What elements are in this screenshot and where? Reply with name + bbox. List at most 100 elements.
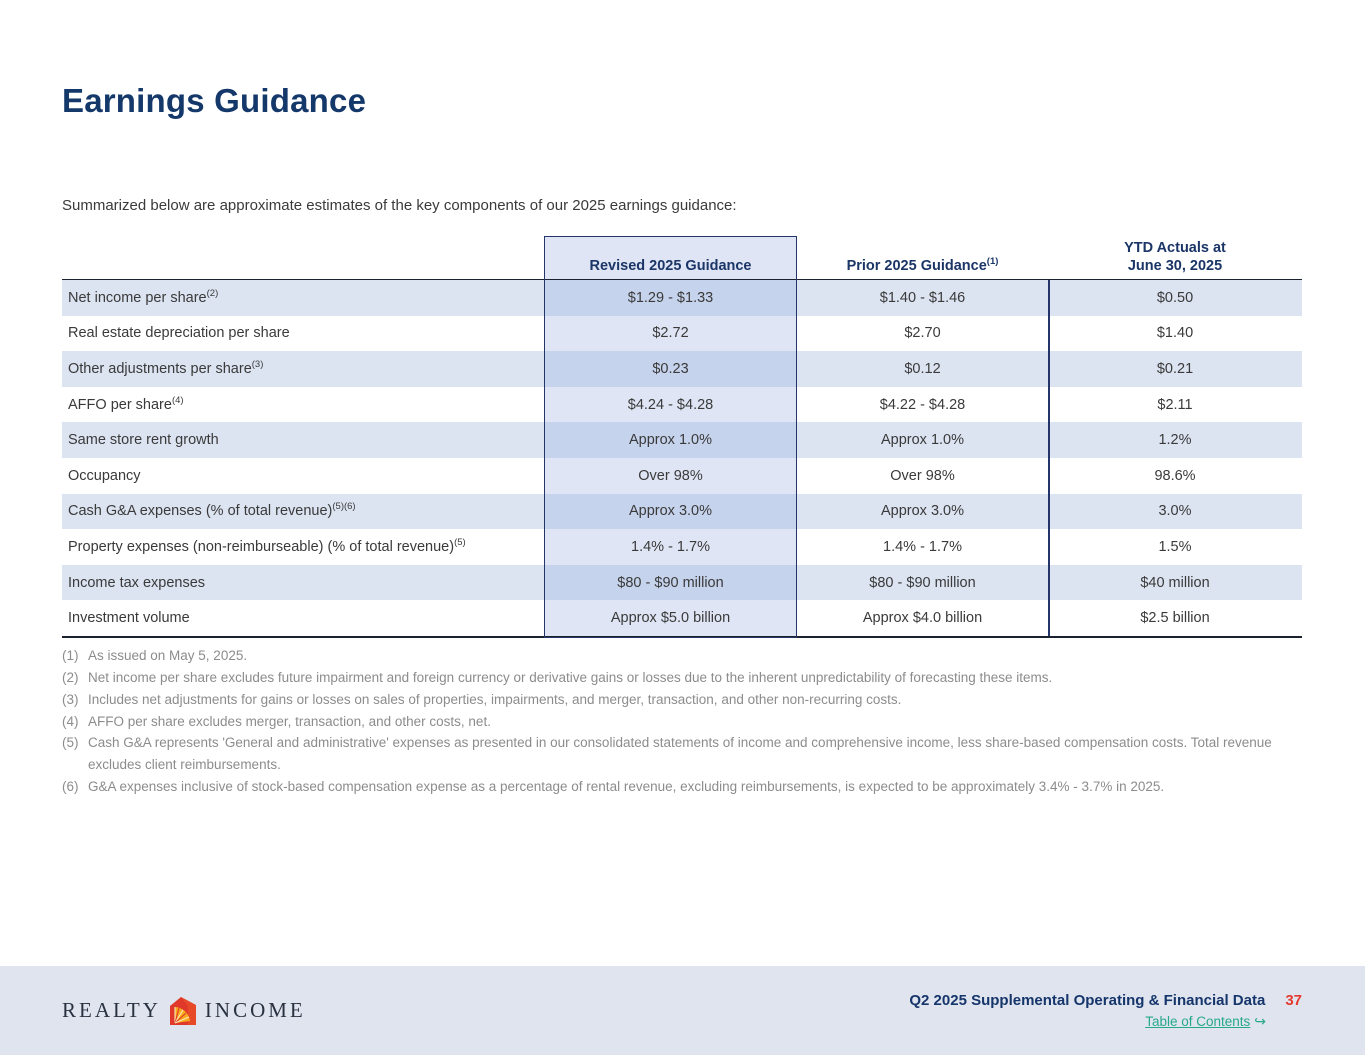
house-icon	[168, 995, 198, 1027]
footnote-item: (6) G&A expenses inclusive of stock-base…	[62, 776, 1302, 798]
row-label: AFFO per share(4)	[68, 394, 184, 413]
ytd-value-cell: 1.5%	[1048, 529, 1302, 565]
footnote-text: As issued on May 5, 2025.	[88, 648, 248, 663]
prior-value-cell: Approx $4.0 billion	[797, 600, 1048, 636]
row-label-cell: Investment volume	[62, 600, 544, 636]
header-ytd-actuals: YTD Actuals at June 30, 2025	[1048, 236, 1302, 280]
footnote-text: AFFO per share excludes merger, transact…	[88, 713, 491, 729]
footnote-text: Cash G&A represents 'General and adminis…	[88, 735, 1272, 773]
footnote-item: (5) Cash G&A represents 'General and adm…	[62, 732, 1302, 776]
footnote-number: (2)	[62, 669, 79, 685]
prior-value-cell: $2.70	[797, 315, 1048, 352]
prior-value-cell: Approx 3.0%	[797, 493, 1048, 530]
row-footnote-ref: (5)(6)	[332, 501, 356, 513]
ytd-value-cell: $2.11	[1048, 386, 1302, 423]
row-label: Property expenses (non-reimburseable) (%…	[68, 537, 466, 555]
revised-value-cell: $4.24 - $4.28	[544, 386, 797, 423]
table-header-row: Revised 2025 Guidance Prior 2025 Guidanc…	[62, 236, 1302, 280]
revised-value-cell: 1.4% - 1.7%	[544, 529, 797, 565]
row-label: Same store rent growth	[68, 432, 219, 449]
footnote-text: Net income per share excludes future imp…	[88, 669, 1053, 685]
row-label-cell: Net income per share(2)	[62, 280, 544, 316]
footnote-number: (6)	[62, 779, 79, 795]
ytd-value-cell: $0.21	[1048, 351, 1302, 387]
guidance-table: Revised 2025 Guidance Prior 2025 Guidanc…	[62, 236, 1302, 638]
prior-value-cell: 1.4% - 1.7%	[797, 529, 1048, 565]
row-label: Other adjustments per share(3)	[68, 359, 264, 377]
table-row: Real estate depreciation per share $2.72…	[62, 315, 1302, 352]
intro-text: Summarized below are approximate estimat…	[62, 197, 737, 214]
header-revised-guidance: Revised 2025 Guidance	[544, 236, 797, 280]
row-label-cell: Cash G&A expenses (% of total revenue)(5…	[62, 493, 544, 530]
footnote-number: (5)	[62, 735, 79, 751]
revised-value-cell: Approx 1.0%	[544, 422, 797, 458]
prior-value-cell: Approx 1.0%	[797, 422, 1048, 458]
revised-value-cell: $2.72	[544, 315, 797, 352]
revised-value-cell: Over 98%	[544, 457, 797, 494]
revised-value-cell: $80 - $90 million	[544, 564, 797, 601]
revised-value-cell: Approx 3.0%	[544, 493, 797, 530]
footnote-item: (2) Net income per share excludes future…	[62, 667, 1302, 689]
row-label-cell: Same store rent growth	[62, 422, 544, 458]
table-row: Property expenses (non-reimburseable) (%…	[62, 529, 1302, 565]
row-label: Investment volume	[68, 610, 190, 627]
footnote-number: (1)	[62, 648, 79, 663]
logo-word-realty: REALTY	[62, 998, 161, 1022]
footnote-number: (3)	[62, 691, 79, 707]
row-footnote-ref: (3)	[251, 359, 264, 371]
prior-value-cell: $80 - $90 million	[797, 564, 1048, 601]
revised-value-cell: $0.23	[544, 351, 797, 387]
row-label-cell: Occupancy	[62, 457, 544, 494]
header-empty	[62, 236, 544, 280]
page-title: Earnings Guidance	[62, 82, 367, 119]
toc-arrow-icon: ↪	[1254, 1012, 1266, 1029]
row-footnote-ref: (5)	[454, 537, 466, 549]
footnote-item: (3) Includes net adjustments for gains o…	[62, 689, 1302, 711]
footer: REALTY INCOME Q2 2025 Supplemental Opera…	[0, 966, 1365, 1055]
row-label: Net income per share(2)	[68, 287, 219, 306]
ytd-value-cell: 1.2%	[1048, 422, 1302, 458]
table-row: Same store rent growth Approx 1.0% Appro…	[62, 422, 1302, 458]
footer-right: Q2 2025 Supplemental Operating & Financi…	[909, 992, 1302, 1030]
footnote-item: (4) AFFO per share excludes merger, tran…	[62, 711, 1302, 733]
row-label-cell: Other adjustments per share(3)	[62, 351, 544, 387]
table-of-contents-link[interactable]: Table of Contents	[1145, 1013, 1251, 1029]
footnote-text: G&A expenses inclusive of stock-based co…	[88, 779, 1165, 795]
row-label-cell: Income tax expenses	[62, 564, 544, 601]
ytd-value-cell: $2.5 billion	[1048, 600, 1302, 636]
prior-value-cell: $4.22 - $4.28	[797, 386, 1048, 423]
doc-title-line: Q2 2025 Supplemental Operating & Financi…	[909, 992, 1302, 1009]
header-revised-label: Revised 2025 Guidance	[589, 257, 752, 274]
table-row: Income tax expenses $80 - $90 million $8…	[62, 564, 1302, 601]
row-label: Real estate depreciation per share	[68, 325, 290, 342]
prior-value-cell: Over 98%	[797, 457, 1048, 494]
header-prior-label: Prior 2025 Guidance(1)	[846, 256, 999, 274]
header-prior-guidance: Prior 2025 Guidance(1)	[797, 236, 1048, 280]
table-body: Net income per share(2) $1.29 - $1.33 $1…	[62, 280, 1302, 636]
row-label-cell: AFFO per share(4)	[62, 386, 544, 423]
row-footnote-ref: (4)	[171, 394, 184, 406]
revised-value-cell: Approx $5.0 billion	[544, 600, 797, 636]
page-number: 37	[1285, 991, 1302, 1009]
footnote-text: Includes net adjustments for gains or lo…	[88, 691, 902, 707]
footnote-item: (1) As issued on May 5, 2025.	[62, 645, 1302, 667]
table-row: Occupancy Over 98% Over 98% 98.6%	[62, 457, 1302, 494]
table-row: Other adjustments per share(3) $0.23 $0.…	[62, 351, 1302, 387]
row-label: Occupancy	[68, 467, 141, 484]
row-label-cell: Property expenses (non-reimburseable) (%…	[62, 529, 544, 565]
row-label: Income tax expenses	[68, 574, 206, 591]
toc-line: Table of Contents ↪	[909, 1013, 1302, 1030]
row-footnote-ref: (2)	[206, 287, 219, 299]
header-ytd-label: YTD Actuals at June 30, 2025	[1124, 239, 1226, 274]
table-row: Cash G&A expenses (% of total revenue)(5…	[62, 493, 1302, 530]
table-row: Investment volume Approx $5.0 billion Ap…	[62, 600, 1302, 636]
doc-title: Q2 2025 Supplemental Operating & Financi…	[909, 991, 1266, 1009]
logo-word-income: INCOME	[204, 998, 306, 1022]
ytd-value-cell: $1.40	[1048, 315, 1302, 352]
footnotes: (1) As issued on May 5, 2025. (2) Net in…	[62, 645, 1302, 798]
ytd-value-cell: $40 million	[1048, 564, 1302, 601]
ytd-value-cell: 98.6%	[1048, 457, 1302, 494]
row-label-cell: Real estate depreciation per share	[62, 315, 544, 352]
footnote-number: (4)	[62, 713, 79, 729]
